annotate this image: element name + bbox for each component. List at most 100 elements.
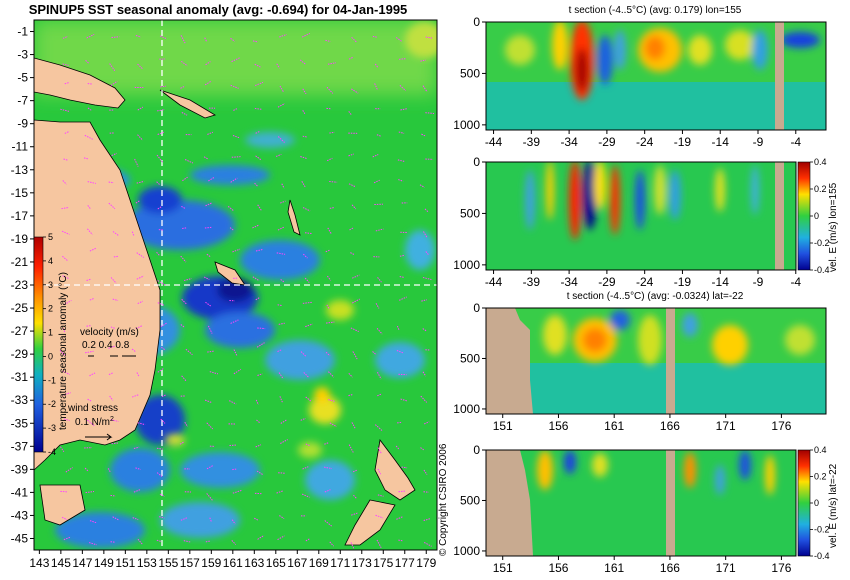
velocity-arrow: [281, 183, 285, 189]
section-y-tick-label: 500: [460, 493, 480, 507]
velocity-arrow: [184, 159, 194, 164]
map-y-tick-label: -35: [11, 416, 29, 430]
velocity-arrow: [87, 398, 92, 402]
velocity-arrow: [136, 275, 144, 280]
velocity-arrow: [374, 424, 383, 431]
velocity-arrow: [325, 249, 331, 253]
section-3-axes: 151 156 161 166 171 176 0 500 1000: [453, 301, 791, 433]
section-x-tick-label: -34: [560, 275, 578, 289]
section-x-tick-label: 166: [660, 561, 680, 575]
velocity-arrow: [157, 109, 165, 112]
velocity-arrow: [299, 59, 307, 65]
section-4-axes: 151 156 161 166 171 176 0 500 1000 0.4 0.2 0 -0.2 -0.…: [453, 443, 829, 575]
section-panel-4: vel. E (m/s) lat=-22 151 156 161 166 171 176 0…: [453, 443, 839, 575]
velocity-arrow: [280, 439, 288, 444]
velocity-legend: velocity (m/s) 0.2 0.4 0.8 wind stress 0…: [67, 327, 139, 441]
new-guinea: [34, 57, 126, 109]
velocity-arrow: [207, 131, 214, 135]
section-panel-3: t section (-4..5°C) (avg: -0.0324) lat=-…: [453, 291, 827, 433]
velocity-arrow: [231, 57, 240, 63]
velocity-arrow: [64, 82, 69, 85]
section-x-tick-label: -4: [790, 275, 801, 289]
section-panel-2: vel. E (m/s) lon=155 -44 -39 -34 -29 -24 -19-…: [453, 155, 839, 289]
section-x-tick-label: 151: [493, 561, 513, 575]
velocity-arrow: [160, 85, 167, 88]
map-y-tick-label: -33: [11, 393, 29, 407]
australia: [34, 119, 161, 471]
velocity-colorbar-tick-label: 0.4: [814, 157, 827, 167]
velocity-arrow: [423, 518, 431, 522]
tasmania: [39, 484, 86, 526]
map-x-tick-label: 165: [266, 556, 286, 570]
velocity-arrow: [231, 156, 241, 158]
temperature-colorbar-tick-label: 1: [48, 328, 53, 338]
section-y-tick-label: 1000: [453, 258, 480, 272]
velocity-arrow: [302, 466, 309, 470]
velocity-arrow: [107, 468, 111, 473]
section-x-tick-label: -24: [636, 275, 654, 289]
velocity-arrow: [209, 371, 219, 375]
velocity-arrow: [398, 58, 406, 60]
map-y-axis: -1 -3 -5 -7 -9 -11 -13 -15 -17 -19 -21 -23 -25 -27 -29…: [11, 25, 34, 545]
section-x-tick-label: 171: [716, 419, 736, 433]
velocity-arrow: [396, 516, 404, 520]
temperature-colorbar-tick-label: 4: [48, 256, 53, 266]
velocity-arrow: [109, 395, 114, 401]
velocity-arrow: [203, 276, 210, 280]
velocity-arrow: [134, 158, 139, 167]
velocity-arrow: [397, 159, 405, 162]
velocity-arrow: [135, 34, 142, 38]
velocity-arrow: [110, 419, 119, 422]
velocity-arrow: [87, 83, 93, 85]
velocity-arrow: [422, 371, 427, 377]
velocity-arrow: [180, 85, 185, 89]
velocity-arrow: [111, 152, 117, 157]
velocity-arrow: [156, 539, 162, 543]
velocity-colorbar-tick-label: 0.4: [814, 445, 827, 455]
velocity-arrow: [207, 325, 213, 334]
velocity-arrow: [305, 443, 311, 447]
velocity-arrow: [305, 323, 313, 328]
velocity-arrow: [277, 103, 286, 108]
velocity-arrow: [61, 230, 70, 235]
wind-legend-arrow: [85, 433, 113, 441]
velocity-arrow: [206, 464, 214, 470]
velocity-arrow: [325, 351, 331, 357]
new-caledonia: [214, 261, 246, 286]
velocity-arrow: [205, 202, 212, 207]
section-2-land: [775, 162, 784, 270]
velocity-arrow: [110, 277, 117, 284]
velocity-arrow: [108, 345, 115, 349]
section-x-tick-label: -4: [790, 135, 801, 149]
velocity-arrow: [348, 153, 354, 157]
velocity-arrow: [157, 367, 165, 373]
velocity-arrow: [62, 392, 71, 396]
map-x-tick-label: 159: [201, 556, 221, 570]
velocity-arrow: [328, 399, 335, 402]
velocity-arrow: [232, 248, 241, 253]
map-y-tick-label: -19: [11, 232, 29, 246]
section-x-tick-label: 166: [660, 419, 680, 433]
section-panel-1: t section (-4..5°C) (avg: 0.179) lon=155: [453, 5, 827, 149]
section-x-tick-label: -29: [598, 275, 616, 289]
velocity-arrow: [377, 277, 382, 283]
velocity-arrow: [349, 227, 354, 231]
section-4-land-mid: [666, 450, 675, 556]
velocity-arrow: [232, 134, 240, 139]
velocity-colorbar-tick-label: 0: [814, 211, 819, 221]
velocity-colorbar-tick-label: -0.2: [814, 525, 830, 535]
velocity-arrow: [255, 130, 261, 134]
map-x-tick-label: 153: [137, 556, 157, 570]
velocity-arrow: [401, 466, 408, 469]
velocity-arrow: [156, 181, 161, 186]
velocity-arrow: [395, 37, 403, 43]
section-2-plot: [486, 162, 796, 270]
section-x-tick-label: -44: [485, 135, 503, 149]
velocity-arrow: [278, 372, 284, 380]
section-3-features: [543, 310, 815, 365]
map-x-tick-label: 143: [29, 556, 49, 570]
velocity-arrow: [180, 324, 185, 328]
velocity-arrow: [421, 299, 427, 302]
velocity-arrow: [65, 467, 73, 473]
velocity-arrow: [206, 493, 213, 501]
